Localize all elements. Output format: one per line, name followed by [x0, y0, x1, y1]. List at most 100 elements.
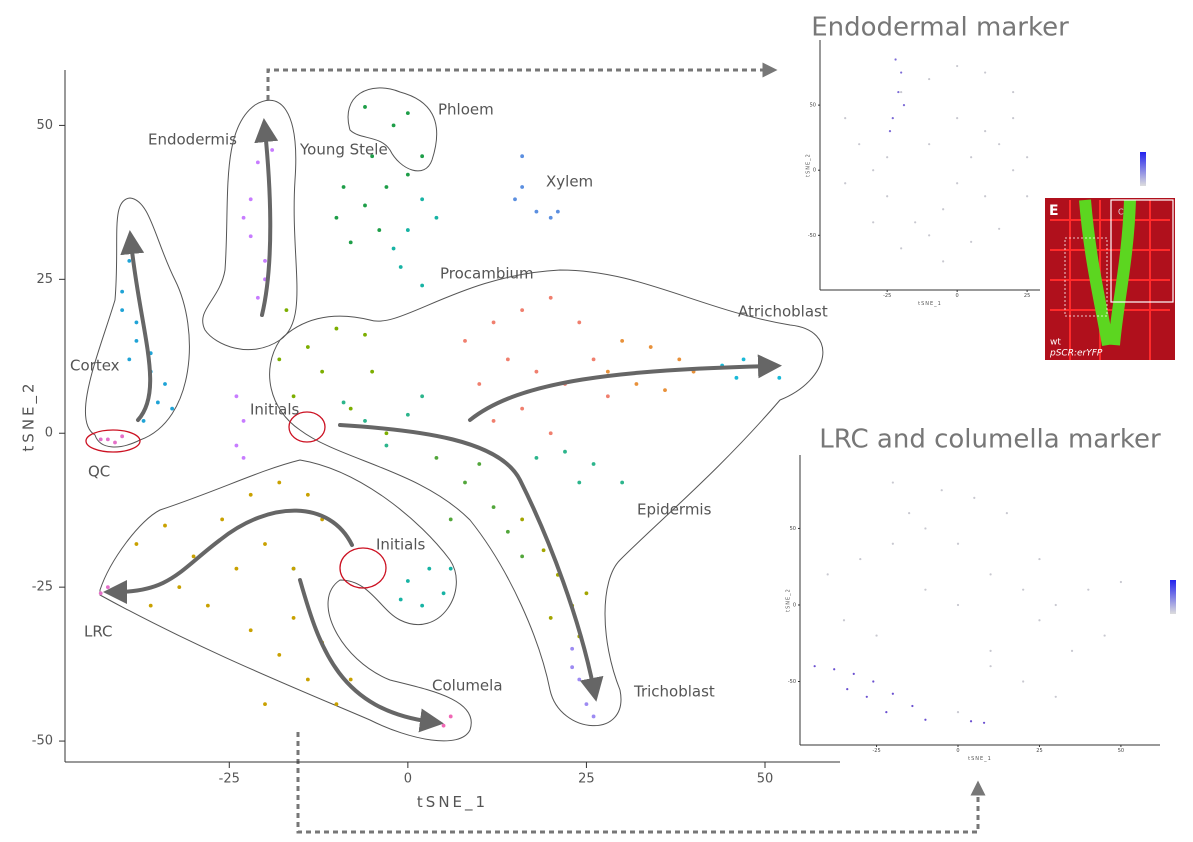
- cell-point: [859, 557, 862, 561]
- cluster-label: Initials: [376, 536, 426, 554]
- trajectory-arrow: [103, 508, 354, 604]
- cell-point: [491, 320, 496, 325]
- cell-point: [441, 723, 446, 728]
- cell-point: [548, 215, 553, 220]
- x-tick-label: -25: [219, 772, 240, 787]
- y-tick-label: -50: [32, 734, 53, 749]
- chart-title: LRC and columella marker: [819, 425, 1161, 455]
- cell-point: [263, 542, 267, 546]
- cell-point: [891, 481, 894, 484]
- cell-point: [897, 90, 900, 94]
- cell-point: [970, 240, 973, 243]
- chart-title: Endodermal marker: [811, 13, 1069, 43]
- cell-point: [420, 283, 425, 288]
- cell-point: [134, 320, 139, 325]
- cell-point: [584, 702, 589, 707]
- cell-point: [969, 720, 973, 723]
- cell-point: [241, 215, 246, 220]
- cell-point: [956, 542, 960, 545]
- cell-point: [463, 338, 467, 343]
- cell-point: [134, 338, 139, 343]
- cell-point: [520, 554, 525, 559]
- cell-point: [234, 394, 239, 399]
- cell-point: [826, 573, 829, 576]
- cell-point: [956, 603, 960, 607]
- cell-point: [989, 649, 992, 652]
- cell-point: [924, 718, 927, 721]
- x-tick-label: 25: [578, 772, 595, 787]
- cell-point: [1103, 634, 1106, 637]
- x-tick-label: -25: [883, 293, 891, 299]
- cell-point: [891, 542, 894, 545]
- cell-point: [434, 215, 439, 220]
- cell-point: [548, 295, 553, 300]
- trajectories: [103, 118, 782, 733]
- cell-point: [420, 603, 425, 608]
- cell-point: [134, 542, 139, 546]
- trajectory-arrow: [120, 230, 153, 422]
- outlines: [85, 87, 824, 742]
- cell-point: [334, 215, 339, 220]
- cell-point: [420, 197, 425, 202]
- cell-point: [277, 652, 282, 657]
- cell-point: [928, 234, 931, 237]
- cell-point: [341, 400, 346, 405]
- y-axis-label: tSNE_2: [806, 153, 812, 177]
- cell-point: [305, 677, 310, 682]
- image-caption: wt: [1050, 338, 1061, 348]
- y-axis-label: tSNE_2: [786, 588, 792, 612]
- cell-point: [98, 591, 103, 596]
- cell-point: [777, 375, 782, 380]
- cell-point: [591, 357, 596, 362]
- cell-point: [170, 406, 175, 411]
- cell-point: [405, 228, 410, 232]
- cell-point: [563, 449, 567, 454]
- cell-point: [255, 295, 260, 300]
- cell-point: [391, 246, 396, 251]
- cell-point: [928, 77, 931, 81]
- cluster-label: Phloem: [438, 101, 494, 119]
- cell-point: [1012, 169, 1015, 172]
- cell-point: [973, 496, 976, 499]
- cell-point: [648, 345, 653, 349]
- cell-point: [620, 338, 625, 343]
- cell-point: [634, 382, 639, 386]
- cell-point: [263, 258, 267, 263]
- cell-point: [1012, 117, 1015, 120]
- cell-point: [900, 90, 903, 94]
- x-axis-label: tSNE_1: [417, 793, 488, 812]
- colorbars: [1140, 152, 1176, 614]
- cluster-label: QC: [88, 463, 110, 481]
- cell-point: [842, 619, 846, 622]
- cell-point: [900, 247, 903, 250]
- cell-point: [305, 492, 310, 497]
- y-axis-label: tSNE_2: [20, 380, 39, 451]
- link-arrows: [266, 62, 986, 834]
- cell-point: [220, 517, 225, 522]
- lrc-outline: [99, 459, 472, 742]
- cell-point: [127, 258, 132, 263]
- cell-point: [241, 419, 246, 423]
- cell-point: [120, 434, 125, 439]
- cell-point: [334, 702, 339, 707]
- cell-point: [924, 588, 927, 591]
- cell-point: [956, 182, 959, 185]
- cell-point: [427, 566, 432, 571]
- cell-point: [263, 702, 267, 707]
- cell-point: [263, 123, 267, 128]
- qc-circle: [85, 429, 141, 453]
- phloem-outline: [347, 87, 438, 172]
- initials-circle: [339, 547, 387, 589]
- initials-circles: [85, 411, 387, 589]
- cluster-label: Epidermis: [637, 501, 712, 519]
- cell-point: [984, 195, 987, 198]
- cell-point: [591, 714, 596, 719]
- cell-point: [234, 443, 239, 448]
- cell-point: [520, 154, 525, 159]
- x-tick-label: 50: [757, 772, 774, 787]
- cell-point: [384, 185, 389, 189]
- cell-point: [384, 443, 389, 448]
- cell-point: [844, 117, 847, 120]
- cell-point: [534, 209, 539, 214]
- cell-point: [548, 431, 553, 436]
